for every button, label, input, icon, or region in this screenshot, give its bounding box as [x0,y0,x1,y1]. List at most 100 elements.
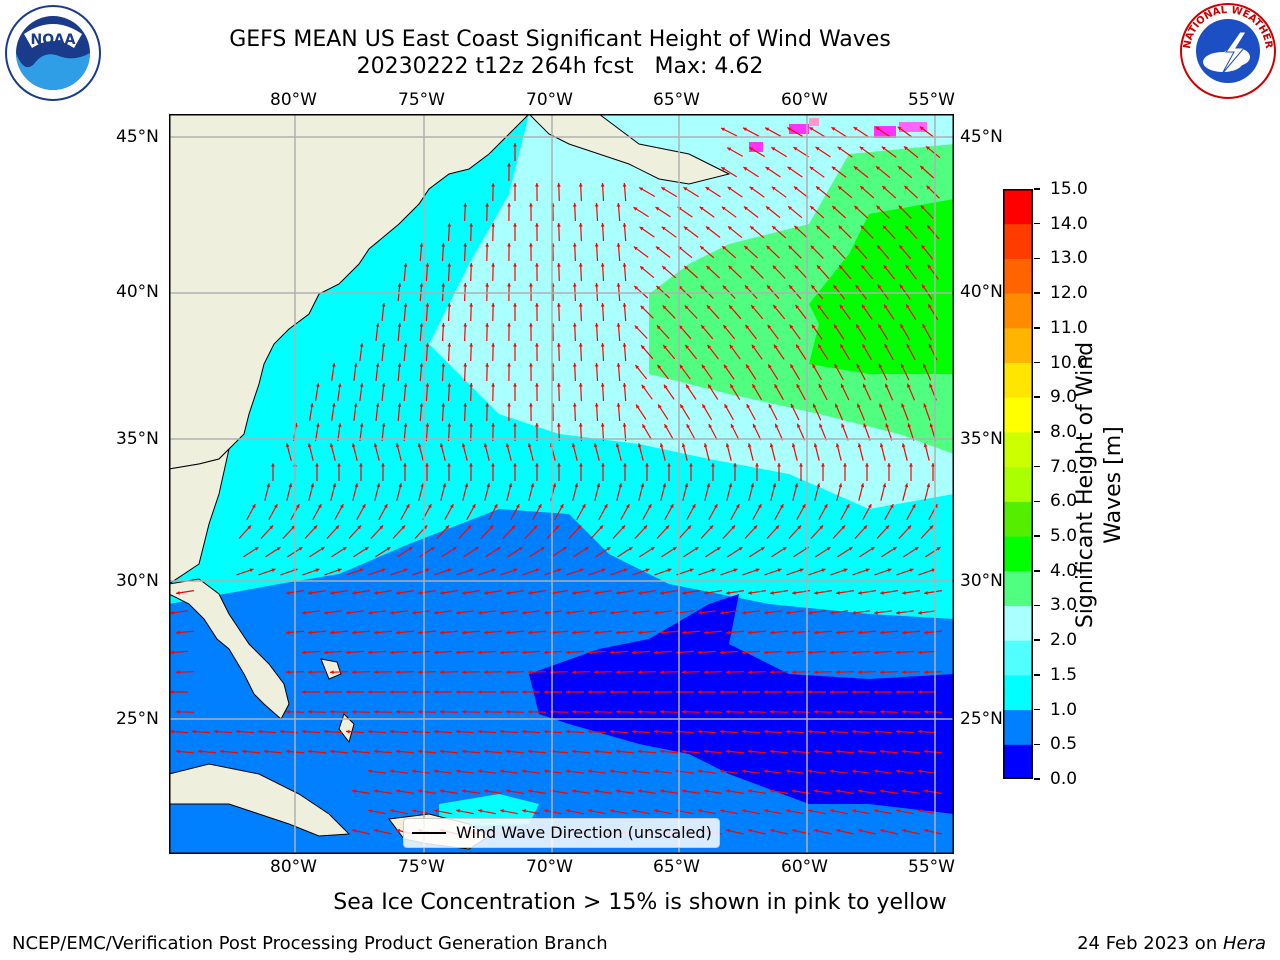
wind-wave-arrowhead [788,245,793,250]
wind-wave-arrowhead [584,547,589,551]
wind-wave-arrowhead [610,610,614,615]
wind-wave-arrowhead [663,384,668,389]
wind-wave-arrowhead [418,709,422,714]
wind-wave-arrowhead [809,127,814,131]
wind-wave-arrowhead [699,206,704,211]
wind-wave-arrowhead [286,670,290,675]
wind-wave-arrowhead [359,383,364,387]
wind-wave-arrowhead [566,809,570,813]
wind-wave-arrowhead [726,709,730,714]
wind-wave-arrowhead [616,203,621,207]
wind-wave-arrowhead [770,749,774,754]
wind-wave-arrowhead [921,245,925,249]
wind-wave-arrowhead [744,285,749,290]
wind-wave-arrowhead [361,504,366,509]
colorbar-tick-label: 10.0 [1034,353,1088,373]
wind-wave-arrowhead [622,183,627,187]
wind-wave-arrowhead [485,323,490,327]
wind-wave-arrowhead [852,690,856,694]
wind-wave-arrowhead [722,285,727,290]
wind-wave-arrowhead [748,828,753,833]
wind-wave-arrowhead [381,303,386,307]
wind-wave-arrowhead [447,383,452,387]
wind-wave-arrowhead [920,205,925,210]
wind-wave-arrowhead [926,483,931,488]
wind-wave-arrowhead [808,690,812,694]
wind-wave-arrowhead [535,568,540,573]
wind-wave-arrowhead [434,610,438,615]
wind-wave-arrowhead [557,568,562,573]
wind-wave-arrowhead [641,345,645,350]
wind-wave-arrowhead [726,789,730,793]
wind-wave-arrowhead [302,729,306,734]
wind-wave-arrowhead [931,463,935,467]
wind-wave-arrowhead [396,630,400,635]
wind-wave-arrowhead [792,828,797,833]
wind-wave-arrowhead [419,283,424,287]
footer-host: Hera [1222,933,1266,954]
wind-wave-arrowhead [788,206,792,210]
wind-wave-arrowhead [689,568,694,573]
wind-wave-arrowhead [425,568,430,573]
wind-wave-arrowhead [618,483,623,488]
wind-wave-arrowhead [853,166,858,171]
wind-wave-arrowhead [748,630,752,635]
wind-wave-arrowhead [600,383,605,387]
wind-wave-arrowhead [419,363,424,367]
wind-wave-arrowhead [500,809,504,813]
wind-wave-arrowhead [874,809,878,813]
wind-wave-arrowhead [906,344,911,348]
wind-wave-arrowhead [770,630,774,635]
wind-wave-arrowhead [346,650,350,655]
wind-wave-arrowhead [330,670,334,675]
wind-wave-arrowhead [839,304,844,309]
wind-wave-arrowhead [401,525,406,530]
lat-label-left-30n: 30°N [116,571,159,591]
wind-wave-arrowhead [843,463,847,467]
wind-wave-arrowhead [601,463,605,467]
wind-wave-arrowhead [716,547,721,551]
wind-wave-arrowhead [634,325,639,330]
wind-wave-arrowhead [683,226,688,231]
wind-wave-arrowhead [346,610,350,615]
wind-wave-arrowhead [723,364,728,369]
wind-wave-arrowhead [610,729,614,734]
wind-wave-arrowhead [335,525,340,530]
wind-wave-arrowhead [904,483,909,488]
wind-wave-arrowhead [610,809,614,813]
wind-wave-arrowhead [679,364,684,369]
wind-wave-arrowhead [924,828,929,833]
wind-wave-arrowhead [878,324,882,329]
wind-wave-arrowhead [462,670,466,675]
wind-wave-arrowhead [680,404,684,409]
wind-wave-arrowhead [819,525,824,530]
wind-wave-arrowhead [749,186,754,191]
wind-wave-arrowhead [628,547,633,551]
wind-wave-arrowhead [593,443,598,448]
wind-wave-arrowhead [632,809,636,813]
wind-wave-arrowhead [797,525,802,530]
wind-wave-arrowhead [735,504,740,509]
wind-wave-arrowhead [698,650,702,655]
wind-wave-arrowhead [622,303,627,307]
wind-wave-arrowhead [397,283,402,287]
wind-wave-arrowhead [572,243,577,247]
wind-wave-arrowhead [858,630,862,635]
wind-wave-arrowhead [441,323,446,327]
lon-label-bottom-65w: 65°W [653,857,700,877]
wind-wave-arrowhead [770,789,774,793]
wind-wave-arrowhead [469,463,473,467]
wind-wave-arrowhead [795,304,800,309]
wind-wave-arrowhead [901,403,905,408]
wind-wave-arrowhead [578,263,583,267]
wind-wave-arrowhead [647,504,652,509]
wind-wave-arrowhead [831,127,836,131]
wind-wave-arrowhead [721,206,726,211]
wind-wave-arrowhead [903,146,908,151]
wind-wave-arrowhead [661,187,666,191]
wind-wave-arrowhead [833,284,838,289]
wind-wave-arrowhead [324,690,328,694]
wind-wave-arrowhead [685,345,690,349]
wind-wave-arrowhead [430,547,435,551]
wind-wave-arrowhead [836,789,840,793]
